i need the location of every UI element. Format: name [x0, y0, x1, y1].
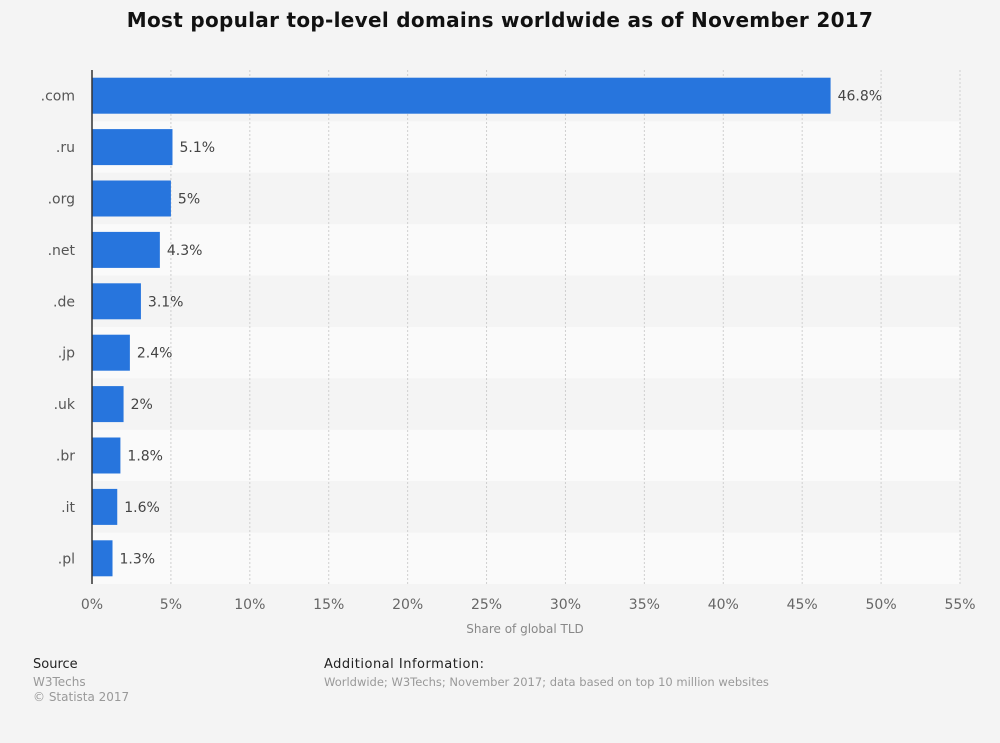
row-band	[92, 172, 960, 225]
x-tick-label: 5%	[160, 597, 182, 613]
x-tick-label: 45%	[787, 597, 818, 613]
data-label: 4.3%	[167, 243, 203, 259]
y-tick-label: .uk	[54, 397, 76, 413]
data-label: 1.6%	[124, 500, 160, 516]
chart-title: Most popular top-level domains worldwide…	[126, 8, 874, 32]
row-band	[92, 532, 960, 584]
row-band	[92, 429, 960, 482]
row-band	[92, 327, 960, 379]
x-tick-label: 0%	[81, 597, 103, 613]
y-tick-label: .br	[56, 449, 75, 465]
row-band	[92, 121, 960, 173]
bar	[92, 231, 160, 268]
y-tick-label: .jp	[58, 346, 75, 362]
data-label: 5.1%	[179, 140, 215, 156]
x-tick-label: 20%	[392, 597, 423, 613]
x-tick-label: 40%	[708, 597, 739, 613]
data-label: 2.4%	[137, 346, 173, 362]
bar	[92, 77, 831, 114]
copyright: © Statista 2017	[33, 690, 130, 704]
row-band	[92, 378, 960, 430]
bar	[92, 386, 124, 423]
x-tick-label: 10%	[234, 597, 265, 613]
data-label: 1.8%	[127, 449, 163, 465]
bar	[92, 334, 130, 371]
x-tick-label: 25%	[471, 597, 502, 613]
y-tick-label: .ru	[56, 140, 75, 156]
y-tick-label: .com	[41, 89, 75, 105]
y-tick-label: .de	[53, 294, 75, 310]
row-band	[92, 481, 960, 533]
source-heading: Source	[33, 657, 78, 672]
y-tick-label: .it	[61, 500, 75, 516]
row-band	[92, 224, 960, 276]
bar	[92, 540, 113, 577]
bar	[92, 488, 118, 525]
bar	[92, 180, 171, 217]
source-name: W3Techs	[33, 675, 86, 689]
data-label: 46.8%	[838, 89, 882, 105]
additional-info-text: Worldwide; W3Techs; November 2017; data …	[324, 675, 769, 689]
x-tick-label: 30%	[550, 597, 581, 613]
data-label: 5%	[178, 192, 200, 208]
y-tick-label: .org	[48, 192, 75, 208]
data-label: 2%	[131, 397, 153, 413]
bar	[92, 437, 121, 474]
y-tick-label: .net	[48, 243, 76, 259]
bar	[92, 129, 173, 166]
bar	[92, 283, 141, 320]
data-label: 3.1%	[148, 294, 184, 310]
additional-info-heading: Additional Information:	[324, 657, 485, 672]
data-label: 1.3%	[120, 551, 156, 567]
y-tick-label: .pl	[58, 551, 75, 567]
x-tick-label: 35%	[629, 597, 660, 613]
x-tick-label: 55%	[944, 597, 975, 613]
x-tick-label: 50%	[866, 597, 897, 613]
x-tick-label: 15%	[313, 597, 344, 613]
row-band	[92, 275, 960, 327]
x-axis-title: Share of global TLD	[466, 622, 584, 636]
